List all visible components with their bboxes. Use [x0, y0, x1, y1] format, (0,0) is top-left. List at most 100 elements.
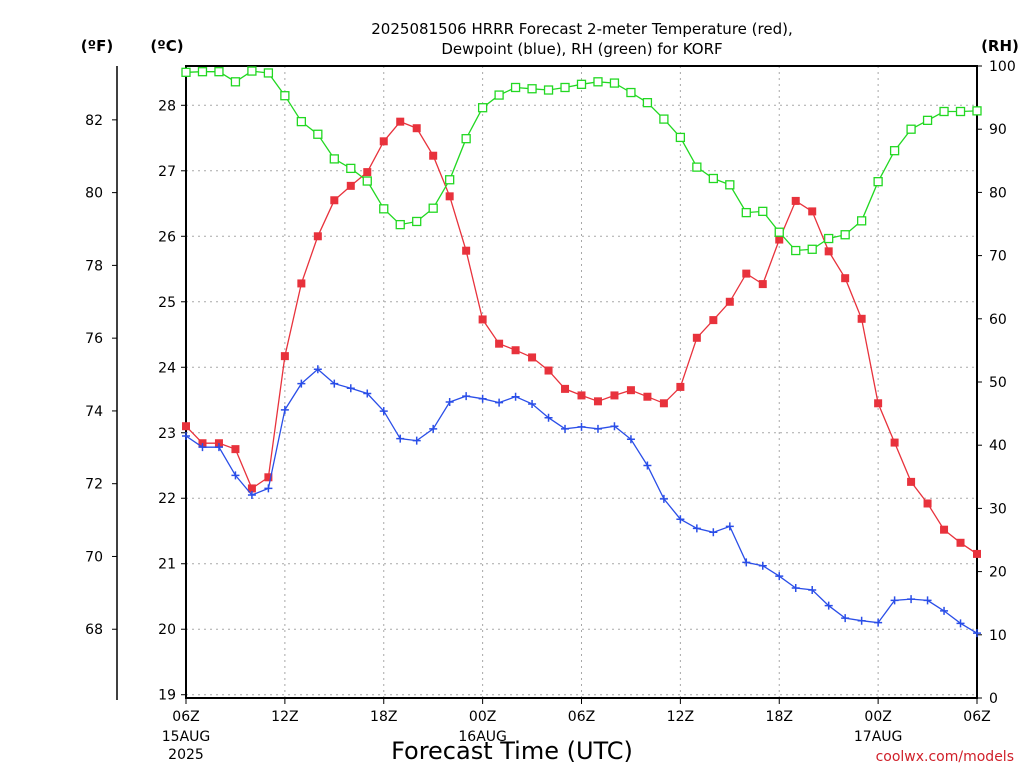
rh-point — [906, 124, 916, 134]
2-meter-temperature-point — [445, 192, 454, 201]
rh-point — [313, 129, 323, 139]
2-meter-temperature-point — [841, 274, 850, 283]
chart-title-line1: 2025081506 HRRR Forecast 2-meter Tempera… — [371, 20, 792, 38]
rh-tick-label: 10 — [989, 628, 1007, 644]
2-meter-temperature-point — [775, 235, 784, 244]
rh-point — [527, 84, 537, 94]
axes — [116, 65, 978, 700]
2-meter-temperature-point — [511, 346, 520, 355]
dewpoint-point — [528, 399, 537, 408]
grid — [186, 66, 977, 698]
dewpoint-point — [808, 585, 817, 594]
2-meter-temperature-point — [247, 484, 256, 493]
x-tick-label: 00Z — [469, 709, 496, 725]
2-meter-temperature-point — [379, 137, 388, 146]
2-meter-temperature-point — [313, 232, 322, 241]
rh-tick-label: 70 — [989, 249, 1007, 265]
rh-point — [362, 176, 372, 186]
rh-point — [230, 77, 241, 87]
2-meter-temperature-point — [593, 397, 602, 406]
2-meter-temperature-point — [346, 181, 355, 190]
dewpoint-point — [841, 614, 850, 623]
2-meter-temperature-point — [874, 399, 883, 408]
dewpoint-point — [429, 424, 438, 433]
dewpoint-point — [445, 397, 454, 406]
2-meter-temperature-point — [923, 499, 932, 508]
rh-point — [379, 204, 389, 214]
x-tick-label: 12Z — [667, 709, 694, 725]
x-tick-label: 06Z — [963, 709, 990, 725]
dewpoint-point — [940, 606, 949, 615]
rh-point — [445, 175, 455, 185]
dewpoint-point — [610, 422, 619, 431]
fahrenheit-tick-label: 80 — [85, 186, 103, 202]
rh-tick-label: 40 — [989, 438, 1007, 454]
rh-point — [197, 67, 208, 77]
rh-point — [939, 106, 949, 117]
rh-point — [609, 78, 620, 88]
rh-point — [395, 219, 405, 230]
2-meter-temperature-point — [495, 339, 504, 348]
rh-point — [774, 227, 784, 237]
2-meter-temperature-point — [709, 316, 718, 325]
x-tick-label: 18Z — [370, 709, 397, 725]
x-tick-label: 00Z — [864, 709, 891, 725]
dewpoint-point — [593, 424, 602, 433]
rh-tick-label: 50 — [989, 375, 1007, 391]
rh-series — [181, 66, 982, 256]
2-meter-temperature-series — [182, 117, 981, 558]
2-meter-temperature-point — [264, 473, 273, 482]
celsius-unit-label: (ºC) — [150, 37, 183, 55]
rh-tick-label: 100 — [989, 59, 1016, 75]
2-meter-temperature-point — [940, 525, 949, 534]
celsius-tick-label: 20 — [158, 622, 176, 638]
rh-point — [922, 115, 933, 126]
x-year-label: 2025 — [168, 747, 204, 763]
2-meter-temperature-point — [824, 247, 833, 256]
dewpoint-point — [857, 616, 866, 625]
rh-point — [576, 79, 587, 89]
dewpoint-point — [363, 389, 372, 398]
rh-point — [741, 207, 751, 218]
rh-point — [626, 87, 636, 98]
2-meter-temperature-point — [363, 168, 372, 177]
dewpoint-point — [247, 490, 256, 499]
dewpoint-point — [495, 398, 504, 407]
dewpoint-point — [280, 405, 289, 414]
rh-point — [889, 146, 900, 156]
celsius-tick-label: 24 — [158, 360, 176, 376]
dewpoint-point — [478, 394, 487, 403]
dewpoint-point — [956, 619, 965, 628]
celsius-tick-label: 22 — [158, 491, 176, 507]
dewpoint-point — [330, 379, 339, 388]
rh-point — [807, 244, 817, 254]
rh-point — [214, 67, 224, 77]
2-meter-temperature-point — [429, 151, 438, 160]
rh-point — [593, 77, 603, 87]
2-meter-temperature-point — [478, 315, 487, 324]
dewpoint-point — [742, 558, 751, 567]
x-axis-title: Forecast Time (UTC) — [391, 737, 633, 765]
dewpoint-point — [643, 461, 652, 470]
x-tick-label: 18Z — [766, 709, 793, 725]
fahrenheit-tick-label: 70 — [85, 549, 103, 565]
rh-point — [428, 203, 438, 213]
2-meter-temperature-point — [396, 117, 405, 126]
2-meter-temperature-point — [297, 279, 306, 288]
fahrenheit-tick-label: 76 — [85, 331, 103, 347]
x-tick-label: 06Z — [172, 709, 199, 725]
dewpoint-point — [775, 572, 784, 581]
rh-tick-label: 30 — [989, 501, 1007, 517]
credit-label: coolwx.com/models — [876, 749, 1014, 765]
x-date-label: 17AUG — [854, 729, 903, 745]
rh-point — [692, 162, 702, 172]
2-meter-temperature-point — [577, 391, 586, 400]
dewpoint-point — [577, 422, 586, 431]
2-meter-temperature-point — [280, 352, 289, 361]
dewpoint-point — [231, 471, 240, 480]
plot-frame — [185, 65, 978, 699]
dewpoint-point — [824, 601, 833, 610]
x-date-label: 15AUG — [162, 729, 211, 745]
rh-point — [329, 154, 339, 164]
